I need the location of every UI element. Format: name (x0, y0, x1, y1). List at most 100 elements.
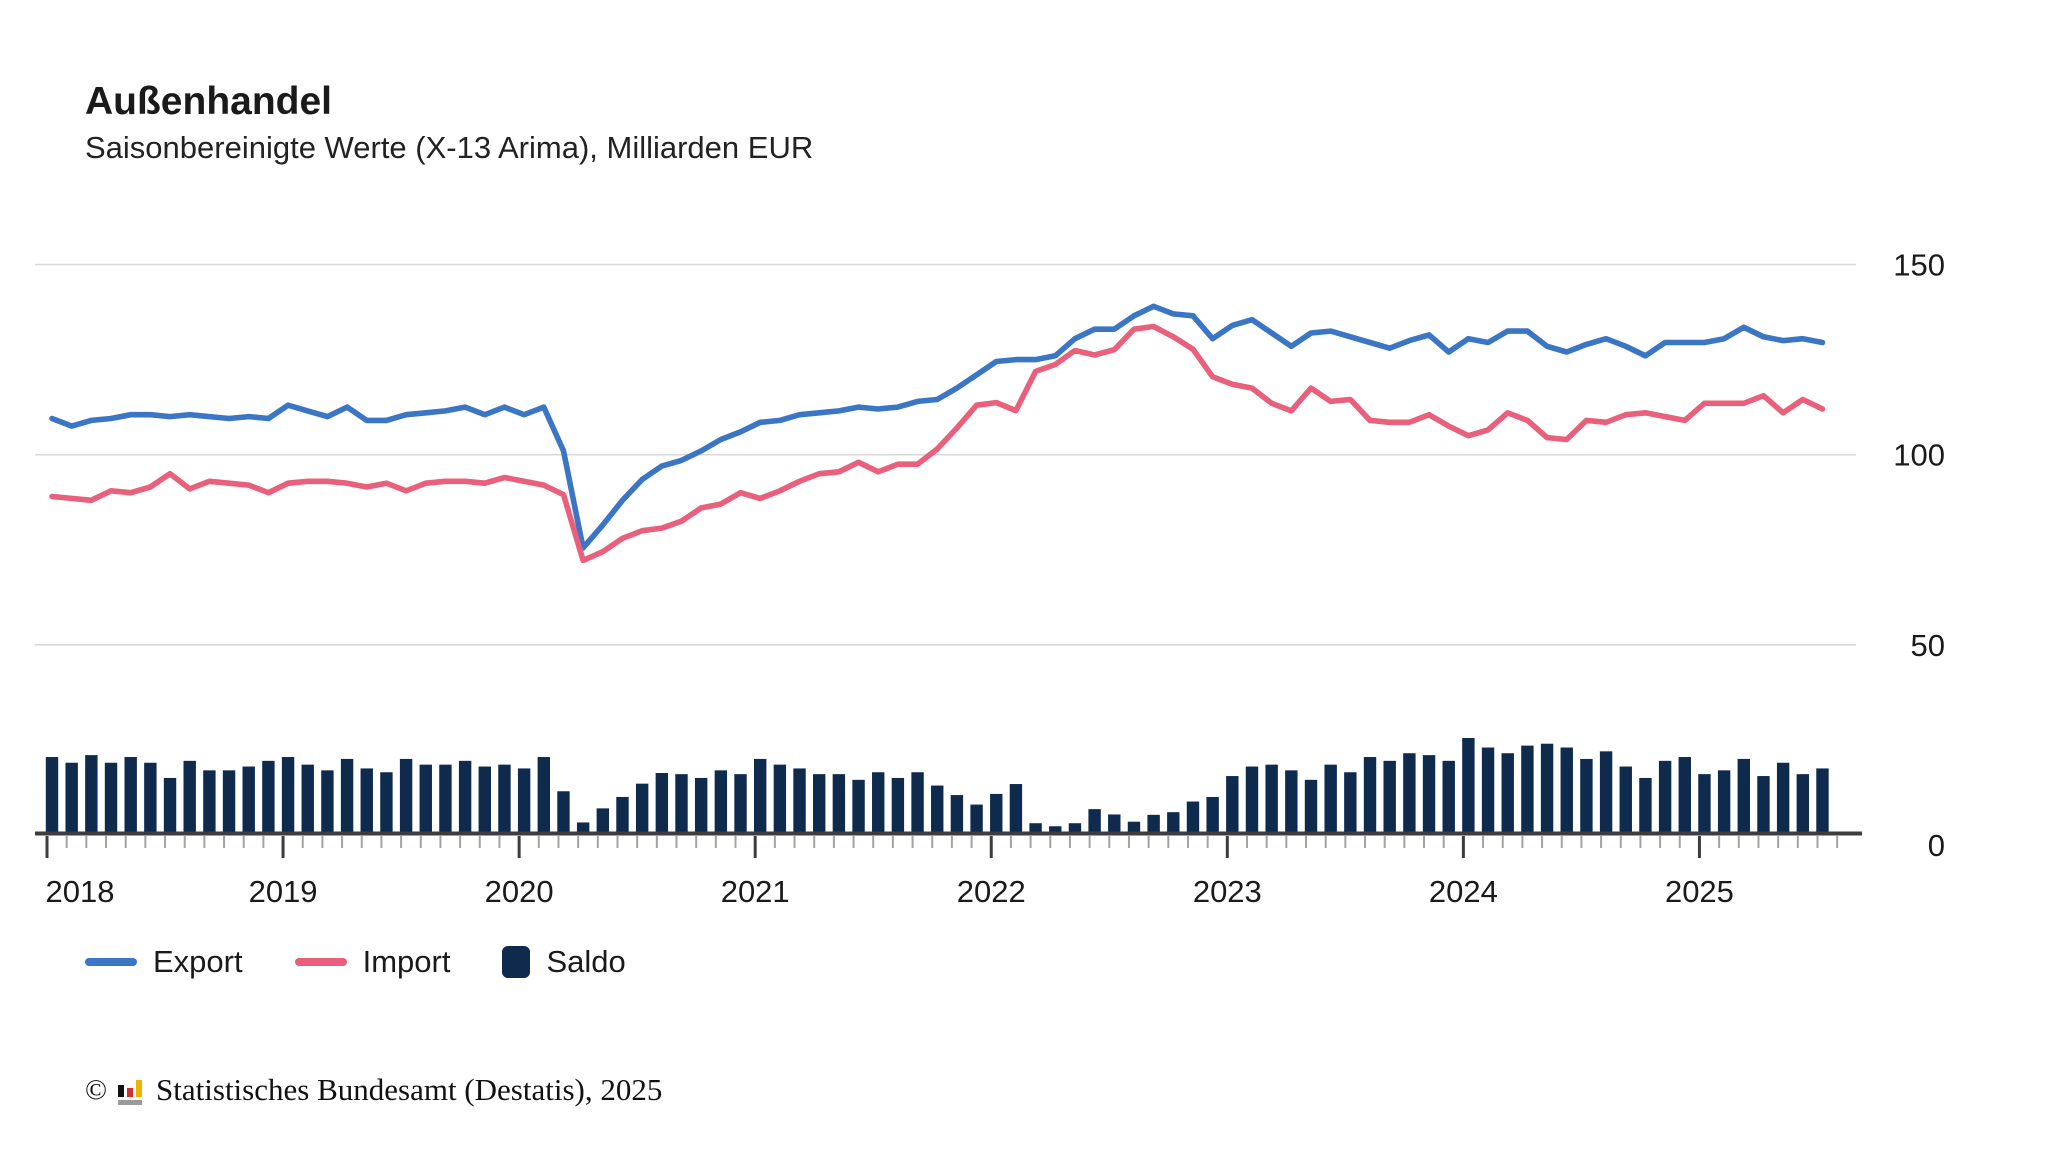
legend-item-saldo[interactable]: Saldo (502, 944, 626, 980)
saldo-bar (478, 766, 491, 835)
saldo-bar (596, 808, 610, 835)
saldo-bar (1324, 764, 1337, 835)
saldo-bar (537, 757, 550, 835)
saldo-bar (1226, 776, 1239, 835)
x-axis-year-label: 2019 (249, 874, 318, 909)
x-axis-year-label: 2022 (957, 874, 1026, 909)
y-axis-tick-label: 100 (1893, 438, 1945, 473)
saldo-bar (419, 764, 432, 835)
saldo-bar (1737, 758, 1750, 835)
saldo-bar (262, 760, 275, 835)
copyright-symbol: © (85, 1073, 108, 1106)
y-axis-tick-label: 150 (1893, 248, 1945, 283)
chart-legend: Export Import Saldo (85, 944, 626, 980)
saldo-bar (321, 770, 334, 835)
saldo-bar (1363, 757, 1377, 835)
saldo-bar (1304, 779, 1318, 835)
saldo-bar (655, 773, 669, 835)
saldo-bar (1383, 760, 1396, 835)
saldo-bar (1088, 809, 1101, 835)
saldo-bar (852, 779, 865, 835)
saldo-bar (1422, 755, 1436, 835)
saldo-bar (104, 762, 118, 835)
legend-item-export[interactable]: Export (85, 944, 243, 980)
saldo-bar (163, 777, 177, 835)
saldo-bar (183, 760, 196, 835)
y-axis-tick-label: 0 (1928, 828, 1945, 863)
saldo-bar (970, 804, 983, 835)
saldo-bar (832, 774, 846, 835)
gridlines (35, 263, 1856, 646)
saldo-bar (399, 758, 413, 835)
saldo-bar (203, 770, 216, 835)
chart-subtitle: Saisonbereinigte Werte (X-13 Arima), Mil… (85, 130, 814, 165)
saldo-bar (753, 758, 767, 835)
saldo-bar (1265, 764, 1278, 835)
x-axis: 2018 2019 2020 2021 2022 2023 2024 2025 (35, 831, 1862, 909)
saldo-bar (439, 764, 452, 835)
export-line (49, 303, 1826, 551)
saldo-bar (1501, 753, 1514, 835)
saldo-bar (813, 774, 826, 835)
legend-import-label: Import (362, 944, 451, 979)
saldo-bar (1186, 801, 1200, 835)
saldo-bar (1816, 768, 1829, 835)
saldo-bar (990, 793, 1003, 835)
saldo-bar (340, 758, 354, 835)
saldo-bar (124, 757, 137, 835)
x-axis-year-label: 2021 (721, 874, 790, 909)
saldo-bar (1560, 747, 1573, 835)
saldo-bar (360, 768, 373, 835)
x-axis-year-label: 2023 (1193, 874, 1262, 909)
saldo-bar (1049, 826, 1062, 835)
legend-export-label: Export (153, 944, 243, 979)
saldo-bar (65, 762, 78, 835)
saldo-bar (1206, 796, 1219, 835)
saldo-bar (773, 764, 787, 835)
saldo-bar (144, 762, 157, 835)
saldo-bar (931, 785, 944, 835)
saldo-bar (1698, 774, 1711, 835)
saldo-bar (1580, 758, 1593, 835)
saldo-bar (1678, 757, 1691, 835)
saldo-bar (222, 770, 236, 835)
x-axis-year-label: 2020 (485, 874, 554, 909)
saldo-bar (950, 795, 964, 835)
saldo-bar (1068, 823, 1082, 835)
saldo-bar (1147, 814, 1160, 835)
saldo-bars (45, 738, 1829, 835)
export-line-swatch-icon (85, 958, 137, 966)
saldo-bar (675, 774, 688, 835)
saldo-bar (1540, 743, 1554, 835)
saldo-bar (694, 777, 708, 835)
saldo-bar (1462, 738, 1475, 835)
y-axis-labels: 150 100 50 0 (1893, 248, 1945, 863)
saldo-bar (281, 757, 295, 835)
saldo-bar (85, 755, 98, 835)
saldo-bar (1796, 774, 1810, 835)
saldo-bar (1167, 812, 1180, 835)
saldo-bar (498, 764, 511, 835)
x-axis-year-label: 2025 (1665, 874, 1734, 909)
saldo-bar (1029, 823, 1042, 835)
saldo-bar (1403, 753, 1416, 835)
saldo-bar (1776, 762, 1790, 835)
saldo-bar (1245, 766, 1259, 835)
saldo-bar (1009, 784, 1023, 835)
saldo-bar (1757, 776, 1770, 835)
saldo-bar (1344, 772, 1357, 835)
saldo-bar (793, 768, 806, 835)
saldo-bar (242, 766, 255, 835)
saldo-bar (1442, 760, 1455, 835)
trade-chart: 2018 2019 2020 2021 2022 2023 2024 2025 150 100 50… (35, 248, 1945, 909)
legend-item-import[interactable]: Import (294, 944, 451, 980)
saldo-bar (1521, 745, 1534, 835)
saldo-bar (517, 768, 531, 835)
saldo-bar (911, 772, 924, 835)
saldo-bar (1619, 766, 1632, 835)
saldo-bar (1717, 770, 1731, 835)
legend-saldo-label: Saldo (546, 944, 626, 979)
source-text: Statistisches Bundesamt (Destatis), 2025 (156, 1072, 663, 1107)
y-axis-tick-label: 50 (1911, 628, 1945, 663)
saldo-bar (1599, 751, 1613, 835)
